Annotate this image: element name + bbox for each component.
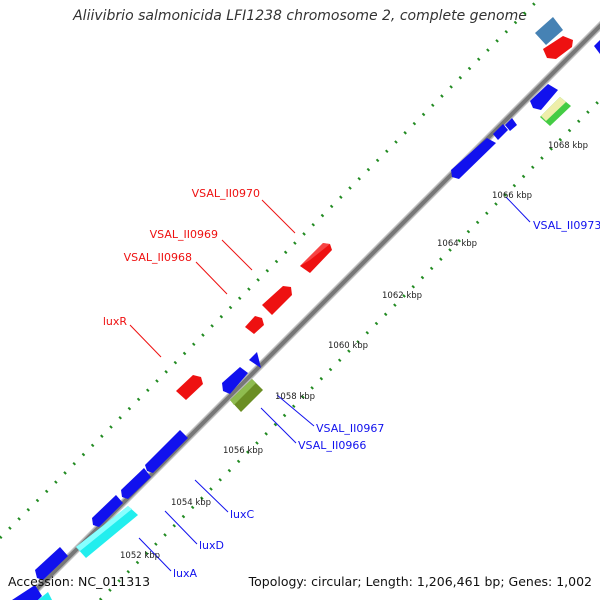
leader-luxc bbox=[194, 479, 229, 513]
gene-blue-3[interactable] bbox=[493, 118, 517, 140]
leader-luxa bbox=[138, 537, 172, 572]
gene-green-yellow[interactable] bbox=[540, 97, 571, 126]
gene-label-vsal-ii0967: VSAL_II0967 bbox=[316, 422, 384, 435]
gene-luxc[interactable] bbox=[121, 468, 151, 499]
gene-label-vsal-ii0973: VSAL_II0973 bbox=[533, 219, 600, 232]
gene-vsal-ii0969[interactable] bbox=[262, 286, 292, 315]
leader-vsal-ii0966 bbox=[260, 407, 297, 444]
gene-label-vsal-ii0970: VSAL_II0970 bbox=[192, 187, 260, 200]
gene-label-luxa: luxA bbox=[173, 567, 198, 580]
tick-label-1054: 1054 kbp bbox=[171, 498, 211, 508]
leader-vsal-ii0969 bbox=[221, 239, 253, 271]
inner-tick-track bbox=[98, 98, 600, 600]
leader-luxd bbox=[164, 510, 198, 545]
gene-label-vsal-ii0966: VSAL_II0966 bbox=[298, 439, 366, 452]
gene-red-top[interactable] bbox=[543, 36, 573, 59]
gene-label-luxd: luxD bbox=[199, 539, 224, 552]
tick-label-1066: 1066 kbp bbox=[492, 191, 532, 201]
tick-label-1052: 1052 kbp bbox=[120, 551, 160, 561]
tick-label-1056: 1056 kbp bbox=[223, 446, 263, 456]
map-title: Aliivibrio salmonicida LFI1238 chromosom… bbox=[73, 8, 527, 24]
gene-label-luxc: luxC bbox=[230, 508, 255, 521]
leader-luxr bbox=[129, 324, 162, 358]
leader-vsal-ii0973 bbox=[505, 196, 531, 223]
tick-label-1062: 1062 kbp bbox=[382, 291, 422, 301]
gene-blue-4[interactable] bbox=[145, 430, 188, 473]
gene-vsal-ii0968[interactable] bbox=[245, 316, 264, 334]
gene-luxr[interactable] bbox=[176, 375, 203, 400]
gene-label-vsal-ii0968: VSAL_II0968 bbox=[124, 251, 192, 264]
gene-vsal-ii0967[interactable] bbox=[222, 367, 248, 394]
gene-blue-2[interactable] bbox=[530, 84, 558, 110]
tick-label-1064: 1064 kbp bbox=[437, 239, 477, 249]
gene-cyan-bottom[interactable] bbox=[38, 592, 52, 600]
accession-label: Accession: NC_011313 bbox=[8, 574, 151, 589]
leader-vsal-ii0970 bbox=[261, 199, 296, 234]
gene-luxd[interactable] bbox=[92, 495, 123, 527]
gene-vsal-ii0970[interactable] bbox=[300, 243, 332, 273]
leader-vsal-ii0967 bbox=[276, 394, 315, 427]
topology-label: Topology: circular; Length: 1,206,461 bp… bbox=[248, 574, 592, 589]
tick-label-1058: 1058 kbp bbox=[275, 392, 315, 402]
gene-vsal-ii0966[interactable] bbox=[230, 379, 263, 412]
gene-label-vsal-ii0969: VSAL_II0969 bbox=[150, 228, 218, 241]
gene-label-luxr: luxR bbox=[103, 315, 128, 328]
gene-blue-1[interactable] bbox=[594, 40, 600, 54]
gene-blue-6[interactable] bbox=[12, 585, 42, 600]
gene-blue-5[interactable] bbox=[35, 547, 68, 580]
tick-label-1060: 1060 kbp bbox=[328, 341, 368, 351]
outer-tick-track bbox=[0, 0, 540, 540]
gene-blue-small[interactable] bbox=[249, 352, 261, 368]
gene-vsal-ii0973[interactable] bbox=[451, 138, 496, 179]
gene-steel-top[interactable] bbox=[535, 17, 563, 45]
tick-label-1068: 1068 kbp bbox=[548, 141, 588, 151]
leader-vsal-ii0968 bbox=[195, 261, 228, 295]
gene-luxa[interactable] bbox=[76, 506, 138, 558]
